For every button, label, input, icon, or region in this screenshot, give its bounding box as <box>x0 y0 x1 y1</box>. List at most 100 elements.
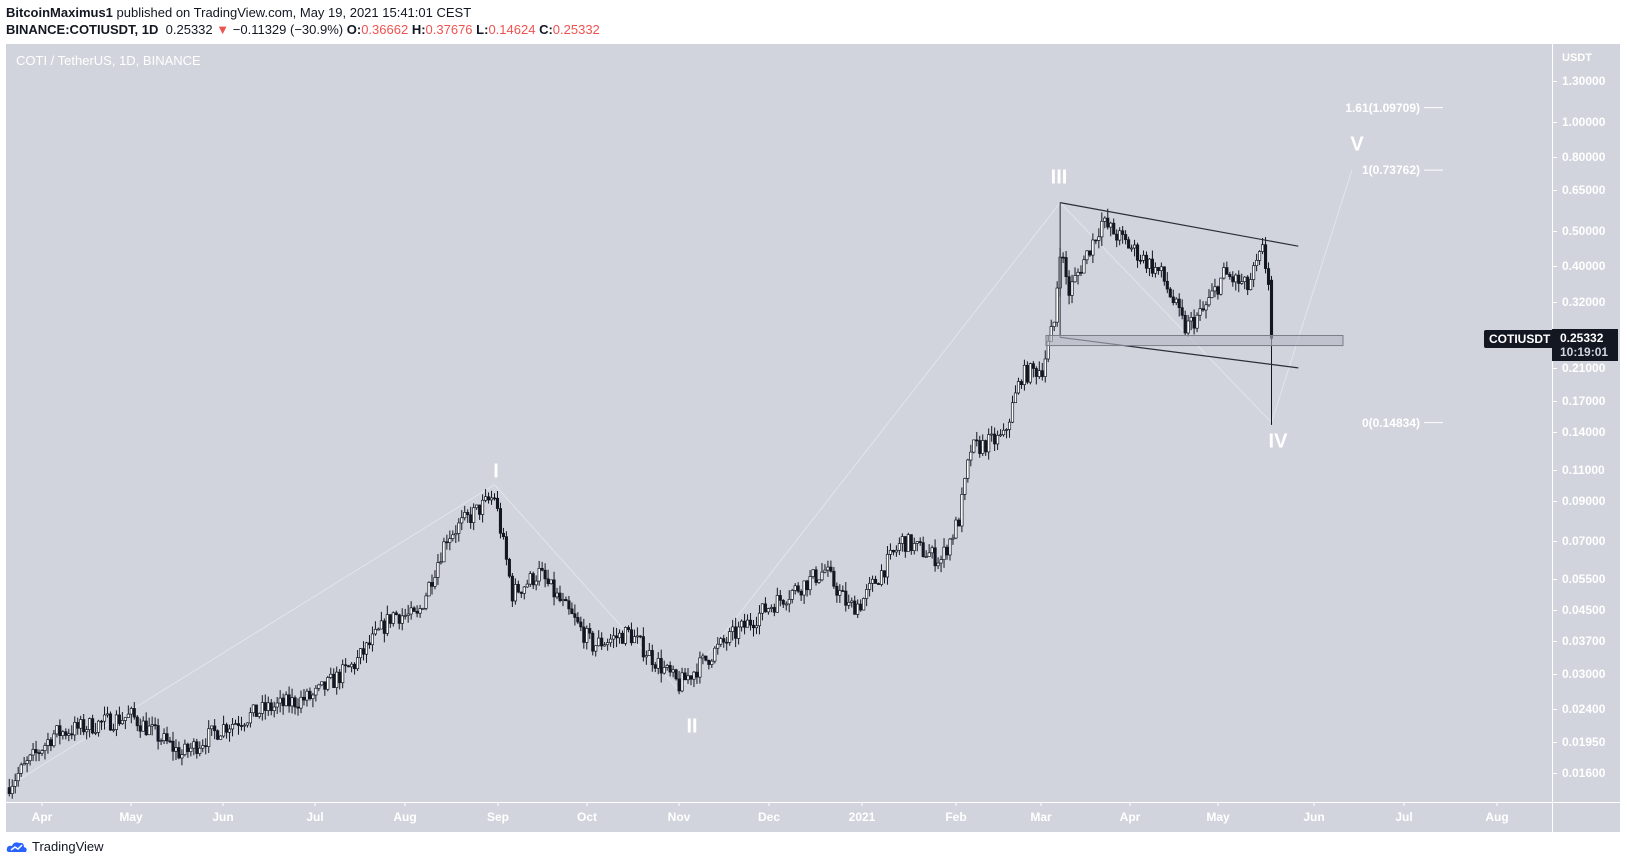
candle <box>832 570 836 587</box>
candle <box>996 434 1000 445</box>
candle <box>382 620 386 634</box>
candle <box>102 714 107 722</box>
candle <box>1210 290 1214 298</box>
low-label: L: <box>476 22 489 37</box>
price-tick <box>1552 367 1557 369</box>
candle <box>540 567 544 571</box>
candle <box>1106 217 1110 228</box>
time-axis-label: Oct <box>576 810 598 824</box>
candle <box>1249 279 1253 290</box>
candle <box>847 602 851 606</box>
candle <box>713 647 717 662</box>
candle <box>820 571 824 581</box>
candle <box>73 722 77 736</box>
publish-info: BitcoinMaximus1 published on TradingView… <box>6 5 471 20</box>
author-name[interactable]: BitcoinMaximus1 <box>6 5 113 20</box>
candle <box>198 747 202 754</box>
candle <box>760 603 764 614</box>
candle <box>284 694 288 707</box>
candle <box>552 579 556 598</box>
candle <box>385 614 389 634</box>
candle <box>1222 267 1226 279</box>
candle <box>1263 244 1268 269</box>
time-axis-label: Jun <box>1303 810 1325 824</box>
bar-countdown: 10:19:01 <box>1560 345 1609 359</box>
candle <box>534 580 538 586</box>
candle <box>1156 267 1160 272</box>
candle <box>510 575 514 602</box>
candle <box>305 690 309 701</box>
candle <box>120 720 124 725</box>
candle <box>204 745 208 747</box>
last-price: 0.25332 <box>165 22 213 37</box>
candle <box>260 702 264 714</box>
down-arrow-icon: ▼ <box>216 22 230 37</box>
candle <box>716 643 720 649</box>
candle <box>358 648 363 659</box>
candle <box>239 725 244 727</box>
candle <box>192 741 196 749</box>
time-axis[interactable] <box>6 802 1620 832</box>
price-tick-label: 0.09000 <box>1562 494 1606 509</box>
candle <box>885 554 890 578</box>
candle <box>579 621 583 628</box>
candle <box>135 716 139 727</box>
candle <box>1121 230 1125 235</box>
candle <box>228 728 232 733</box>
candle <box>460 517 464 524</box>
candle <box>999 434 1003 437</box>
candle <box>897 543 901 551</box>
candle <box>757 612 762 627</box>
candle <box>1022 364 1026 385</box>
candle <box>623 627 628 644</box>
candle <box>278 697 282 704</box>
candle <box>222 724 226 737</box>
candle <box>1043 358 1047 377</box>
close-label: C: <box>539 22 553 37</box>
candle <box>16 773 20 782</box>
candle <box>141 720 145 732</box>
candle <box>841 590 845 592</box>
candle <box>314 687 318 696</box>
price-tick-label: 0.04500 <box>1562 603 1606 618</box>
time-axis-label: Apr <box>31 810 53 824</box>
candle <box>734 626 738 639</box>
candle <box>28 754 32 762</box>
candle <box>293 697 297 708</box>
candle <box>725 641 729 644</box>
candle <box>492 497 497 500</box>
tradingview-logo[interactable]: TradingView <box>6 839 104 854</box>
candle <box>638 635 642 638</box>
open-label: O: <box>346 22 362 37</box>
candle <box>1103 217 1107 222</box>
candle <box>731 626 735 632</box>
candle <box>1070 281 1074 296</box>
candle <box>1016 381 1021 394</box>
candle <box>49 739 53 747</box>
candle <box>653 664 657 669</box>
high-label: H: <box>411 22 426 37</box>
candle <box>94 731 98 734</box>
candle <box>475 504 479 509</box>
candle <box>555 592 559 598</box>
candle <box>680 672 684 692</box>
current-price-tag: 0.25332 10:19:01 <box>1552 329 1618 361</box>
candle <box>546 578 550 585</box>
candle <box>957 519 961 527</box>
time-axis-label: Feb <box>945 810 967 824</box>
candle <box>1189 317 1193 322</box>
candle <box>22 763 26 766</box>
candle <box>1183 314 1187 334</box>
open-value: 0.36662 <box>361 22 409 37</box>
candle <box>117 714 121 725</box>
candle <box>960 493 964 527</box>
price-tick <box>1552 540 1557 542</box>
candle <box>195 741 199 754</box>
candle <box>561 599 565 601</box>
candle <box>108 713 113 731</box>
candle <box>481 499 485 515</box>
candle <box>1266 268 1271 285</box>
candle <box>219 735 223 740</box>
candle <box>620 632 625 644</box>
chart-pane[interactable] <box>6 44 1620 802</box>
